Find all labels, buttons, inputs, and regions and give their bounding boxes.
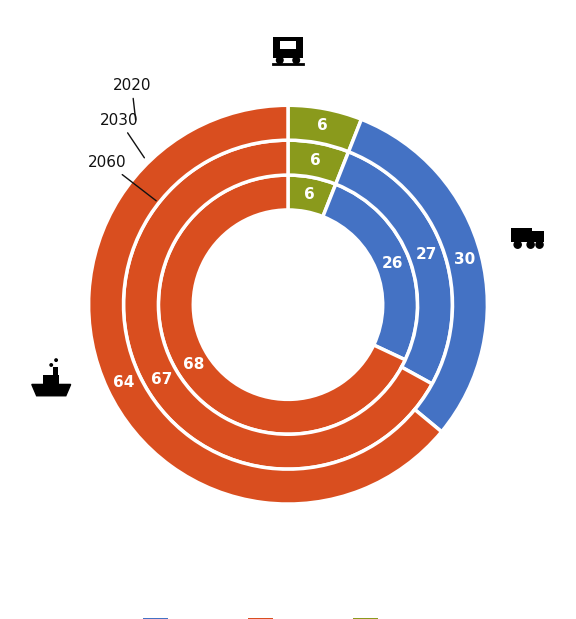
Circle shape — [276, 57, 283, 64]
Text: 30: 30 — [453, 252, 475, 267]
Bar — [43, 374, 59, 384]
Circle shape — [527, 241, 534, 248]
Wedge shape — [323, 184, 418, 360]
Wedge shape — [288, 175, 336, 217]
Wedge shape — [348, 119, 487, 432]
Text: 64: 64 — [113, 374, 134, 389]
Text: 27: 27 — [416, 248, 437, 262]
Wedge shape — [158, 175, 406, 435]
Wedge shape — [288, 105, 361, 152]
Circle shape — [293, 57, 300, 64]
Text: 6: 6 — [310, 153, 321, 168]
Bar — [273, 37, 303, 58]
Text: 67: 67 — [151, 372, 172, 387]
Text: 2060: 2060 — [88, 155, 156, 201]
Wedge shape — [123, 140, 432, 469]
Circle shape — [536, 241, 543, 248]
Text: 2020: 2020 — [112, 78, 151, 120]
Bar — [511, 228, 532, 242]
Text: 6: 6 — [304, 187, 314, 202]
Text: 68: 68 — [183, 357, 204, 372]
Wedge shape — [89, 105, 442, 504]
Polygon shape — [32, 384, 71, 396]
Text: 2030: 2030 — [100, 113, 145, 158]
Circle shape — [54, 358, 58, 362]
Bar — [280, 41, 296, 49]
Legend: Vei, Sjø, Bane: Vei, Sjø, Bane — [136, 612, 440, 619]
Wedge shape — [288, 140, 348, 184]
Bar — [532, 231, 544, 242]
Circle shape — [514, 241, 521, 248]
Text: 26: 26 — [381, 256, 403, 271]
Bar — [53, 366, 58, 374]
Circle shape — [50, 363, 53, 367]
Text: 6: 6 — [317, 118, 328, 134]
Wedge shape — [336, 152, 453, 384]
